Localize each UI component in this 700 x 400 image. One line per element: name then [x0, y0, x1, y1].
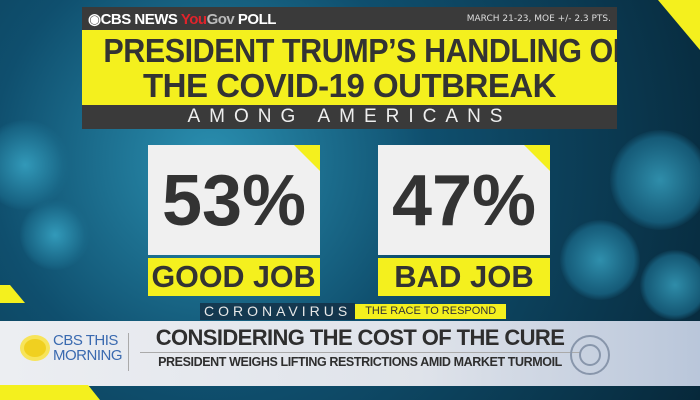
virus-bg — [640, 250, 700, 320]
graphic-subtitle: AMONG AMERICANS — [82, 105, 617, 129]
show-logo: CBS THIS MORNING — [20, 332, 123, 364]
yellow-accent — [0, 285, 25, 303]
headline: CONSIDERING THE COST OF THE CURE — [140, 324, 580, 351]
brand-gov: Gov — [206, 10, 235, 28]
virus-bg — [20, 200, 90, 270]
brand-cbs: CBS NEWS — [100, 10, 178, 28]
headline-text: CONSIDERING THE COST OF THE CURE — [155, 325, 565, 350]
subheadline-text: PRESIDENT WEIGHS LIFTING RESTRICTIONS AM… — [158, 355, 562, 369]
virus-bg — [560, 220, 640, 300]
topic-tag: THE RACE TO RESPOND — [355, 304, 507, 319]
subheadline: PRESIDENT WEIGHS LIFTING RESTRICTIONS AM… — [140, 352, 580, 370]
title-line2: THE COVID-19 OUTBREAK — [142, 67, 557, 104]
show-name-line1: CBS THIS — [53, 332, 118, 349]
lower-third: CBS THIS MORNING CONSIDERING THE COST OF … — [0, 321, 700, 386]
result-label-text: GOOD JOB — [151, 259, 317, 294]
topic-strip: CORONAVIRUS THE RACE TO RESPOND — [200, 303, 507, 320]
result-label-text: BAD JOB — [394, 259, 534, 294]
poll-meta: MARCH 21-23, MOE +/- 2.3 PTS. — [466, 13, 611, 24]
brand-poll: POLL — [237, 10, 277, 28]
result-label-bad: BAD JOB — [378, 258, 550, 296]
subtitle-text: AMONG AMERICANS — [187, 106, 512, 127]
yellow-accent — [0, 385, 100, 400]
result-card-good: 53% — [148, 145, 320, 255]
show-name-line2: MORNING — [53, 347, 123, 364]
divider — [128, 333, 129, 371]
virus-bg — [610, 130, 700, 230]
yellow-accent — [658, 0, 700, 50]
result-label-good: GOOD JOB — [148, 258, 320, 296]
topic-label: CORONAVIRUS — [200, 303, 356, 320]
graphic-title: PRESIDENT TRUMP’S HANDLING OF THE COVID-… — [82, 30, 617, 105]
cbs-eye-icon — [20, 335, 50, 361]
result-value: 47% — [391, 161, 537, 241]
result-card-bad: 47% — [378, 145, 550, 255]
virus-bg — [0, 120, 70, 210]
title-line1: PRESIDENT TRUMP’S HANDLING OF — [103, 32, 617, 69]
poll-brand: ◉CBS NEWS YouGov POLL — [88, 10, 276, 28]
brand-you: You — [180, 10, 207, 28]
result-value: 53% — [161, 161, 307, 241]
cbs-eye-icon — [570, 335, 610, 375]
poll-header: ◉CBS NEWS YouGov POLL MARCH 21-23, MOE +… — [82, 7, 617, 30]
